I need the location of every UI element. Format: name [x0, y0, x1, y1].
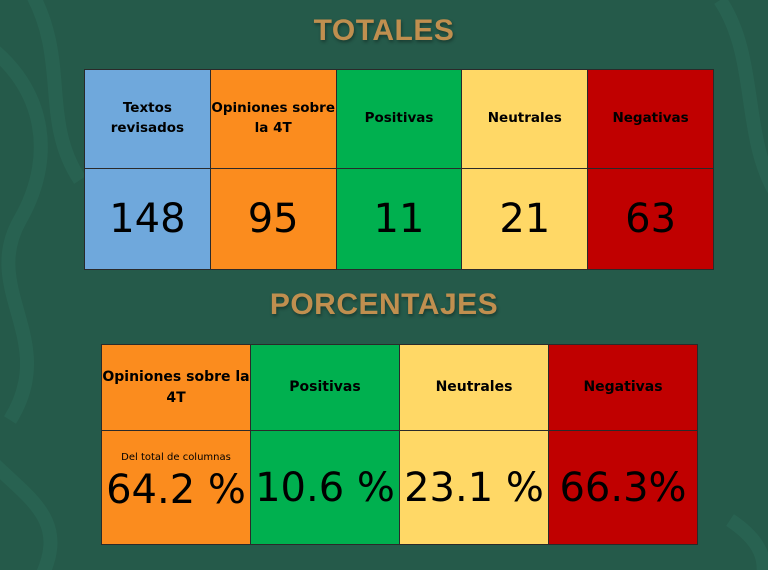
header-negativas: Negativas: [587, 69, 714, 169]
totales-title: TOTALES: [313, 14, 455, 47]
value-positivas: 11: [335, 168, 463, 270]
note-del-total: Del total de columnas: [121, 452, 231, 463]
value-opiniones: 64.2 %: [106, 467, 246, 513]
value-negativas: 66.3%: [548, 430, 698, 545]
header-neutrales: Neutrales: [461, 69, 589, 169]
header-positivas: Positivas: [250, 344, 400, 431]
value-opiniones: 95: [209, 168, 337, 270]
header-opiniones: Opiniones sobre la 4T: [101, 344, 251, 431]
porcentajes-table: Opiniones sobre la 4T Positivas Neutrale…: [101, 344, 698, 545]
table-value-row: Del total de columnas 64.2 % 10.6 % 23.1…: [101, 430, 698, 545]
value-opiniones-cell: Del total de columnas 64.2 %: [101, 430, 251, 545]
value-positivas: 10.6 %: [250, 430, 400, 545]
value-neutrales: 23.1 %: [399, 430, 549, 545]
table-header-row: Textos revisados Opiniones sobre la 4T P…: [84, 69, 714, 169]
totales-table: Textos revisados Opiniones sobre la 4T P…: [84, 69, 714, 270]
table-header-row: Opiniones sobre la 4T Positivas Neutrale…: [101, 344, 698, 431]
header-textos-revisados: Textos revisados: [84, 69, 211, 169]
value-negativas: 63: [587, 168, 714, 270]
header-neutrales: Neutrales: [399, 344, 549, 431]
header-negativas: Negativas: [548, 344, 698, 431]
porcentajes-title: PORCENTAJES: [269, 288, 499, 321]
value-neutrales: 21: [461, 168, 589, 270]
value-textos-revisados: 148: [84, 168, 211, 270]
header-positivas: Positivas: [335, 69, 463, 169]
header-opiniones: Opiniones sobre la 4T: [209, 69, 337, 169]
table-value-row: 148 95 11 21 63: [84, 168, 714, 270]
